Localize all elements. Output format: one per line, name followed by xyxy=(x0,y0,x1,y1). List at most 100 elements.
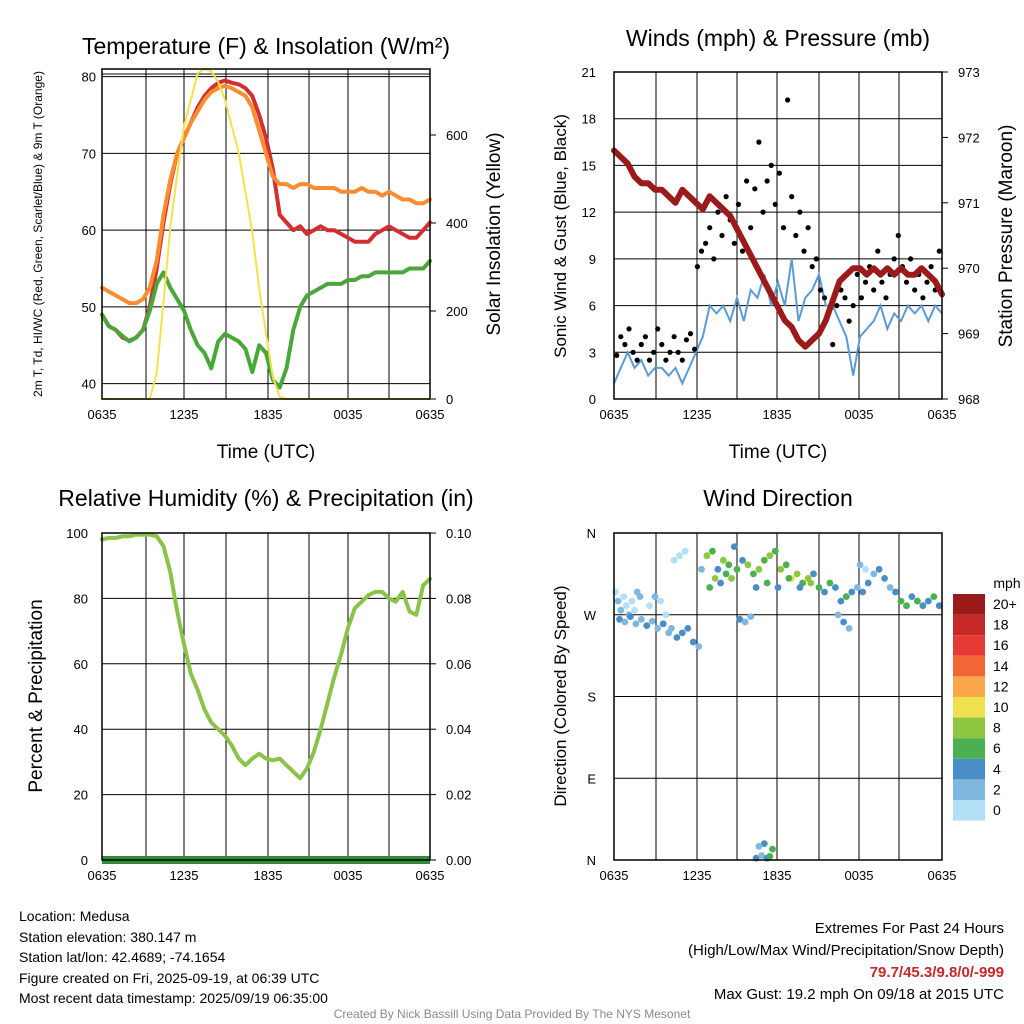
direction-point xyxy=(935,602,943,610)
direction-point xyxy=(670,556,678,564)
direction-point xyxy=(796,584,804,591)
direction-point xyxy=(837,597,845,605)
direction-point xyxy=(719,556,727,564)
gust-point xyxy=(879,279,885,285)
y-tick-label: S xyxy=(587,690,596,705)
y2-tick-label: 600 xyxy=(446,128,468,143)
colorbar-label: 16 xyxy=(993,637,1009,653)
gust-point xyxy=(862,279,869,285)
y-tick-label: 60 xyxy=(74,657,88,672)
x-tick-label: 0635 xyxy=(600,868,629,883)
gust-point xyxy=(928,264,934,270)
x-tick-label: 1835 xyxy=(763,868,792,883)
direction-point xyxy=(752,584,760,591)
colorbar-swatch xyxy=(953,717,985,739)
direction-point xyxy=(714,565,722,573)
direction-point xyxy=(848,588,856,596)
gust-point xyxy=(858,295,865,301)
gust-point xyxy=(830,341,836,348)
direction-point xyxy=(631,606,638,614)
x-tick-label: 0035 xyxy=(845,868,874,883)
direction-point xyxy=(646,602,653,610)
gust-point xyxy=(871,287,877,293)
direction-point xyxy=(722,570,730,578)
y-tick-label: 0 xyxy=(589,392,596,407)
extremes-values: 79.7/45.3/9.8/0/-999 xyxy=(869,964,1004,981)
y-tick-label: 9 xyxy=(589,252,596,267)
x-tick-label: 1235 xyxy=(170,868,199,883)
gust-point xyxy=(813,256,819,262)
x-tick-label: 0635 xyxy=(88,868,117,883)
gust-point xyxy=(748,225,754,231)
y-axis-label: Sonic Wind & Gust (Blue, Black) xyxy=(551,114,570,358)
gust-point xyxy=(895,232,901,239)
y-tick-label: 40 xyxy=(74,722,88,737)
direction-point xyxy=(766,552,774,560)
direction-point xyxy=(733,565,741,573)
y2-tick-label: 400 xyxy=(446,216,468,231)
x-tick-label: 1835 xyxy=(763,407,792,422)
gust-point xyxy=(655,326,661,332)
panel-wind-direction: 0635 1235 1835 0035 0635 N E S W N Wind Direction D… xyxy=(551,485,1021,883)
x-tick-label: 0035 xyxy=(334,868,363,883)
pressure-line xyxy=(611,147,945,350)
direction-point xyxy=(763,579,771,587)
gust-point xyxy=(651,349,657,355)
gust-point xyxy=(642,334,649,340)
direction-point xyxy=(730,543,738,550)
y2-tick-label: 969 xyxy=(958,327,980,342)
direction-point xyxy=(657,597,664,605)
direction-point xyxy=(875,565,883,573)
gust-point xyxy=(646,357,653,363)
direction-point xyxy=(853,584,861,591)
series-line-2 xyxy=(100,258,432,390)
direction-point xyxy=(782,561,790,569)
station-info: Location: Medusa Station elevation: 380.… xyxy=(19,906,328,1009)
extremes-subheading: (High/Low/Max Wind/Precipitation/Snow De… xyxy=(688,942,1004,959)
x-tick-label: 0635 xyxy=(88,407,117,422)
direction-point xyxy=(621,618,629,626)
colorbar-label: 8 xyxy=(993,720,1001,736)
colorbar-swatch xyxy=(953,655,985,677)
gust-point xyxy=(912,287,918,293)
direction-point xyxy=(908,593,916,600)
series-line-1 xyxy=(100,83,432,306)
series-line-3 xyxy=(101,68,431,400)
gust-point xyxy=(842,295,848,301)
direction-point xyxy=(622,602,630,610)
direction-point xyxy=(627,613,634,620)
direction-point xyxy=(651,593,659,600)
y2-tick-label: 0.04 xyxy=(446,722,471,737)
y-tick-label: 60 xyxy=(82,223,96,238)
direction-point xyxy=(807,579,815,587)
recent-text: Most recent data timestamp: 2025/09/19 0… xyxy=(19,990,328,1006)
direction-point xyxy=(673,634,681,641)
direction-point xyxy=(856,561,864,569)
direction-point xyxy=(612,588,619,596)
gust-point xyxy=(675,349,681,355)
direction-point xyxy=(648,617,656,625)
y2-tick-label: 973 xyxy=(958,65,980,80)
y-axis-label: 2m T, Td, HI/WC (Red, Green, Scarlet/Blu… xyxy=(31,71,45,397)
y2-tick-label: 0.06 xyxy=(446,657,471,672)
gust-point xyxy=(924,279,930,285)
y-tick-label: 12 xyxy=(582,205,596,220)
gust-point xyxy=(659,341,665,348)
colorbar-swatch xyxy=(953,697,985,718)
gust-point xyxy=(739,248,746,254)
colorbar-swatch xyxy=(953,614,985,636)
direction-point xyxy=(862,565,869,573)
direction-point xyxy=(628,597,636,605)
panel-temperature: 0635 1235 1835 0035 0635 40 50 60 70 80 0 200 400 600… xyxy=(31,33,505,463)
direction-point xyxy=(620,593,627,600)
direction-point xyxy=(826,579,834,587)
x-axis-label: Time (UTC) xyxy=(217,442,316,463)
panel-winds: 0635 1235 1835 0035 0635 0 3 6 9 12 15 18 21 968 969 97… xyxy=(551,25,1017,463)
gust-point xyxy=(760,209,766,215)
gust-point xyxy=(692,346,698,352)
direction-point xyxy=(736,615,744,623)
gust-point xyxy=(821,295,828,301)
gust-point xyxy=(744,178,750,184)
created-text: Figure created on Fri, 2025-09-19, at 06… xyxy=(19,969,320,986)
